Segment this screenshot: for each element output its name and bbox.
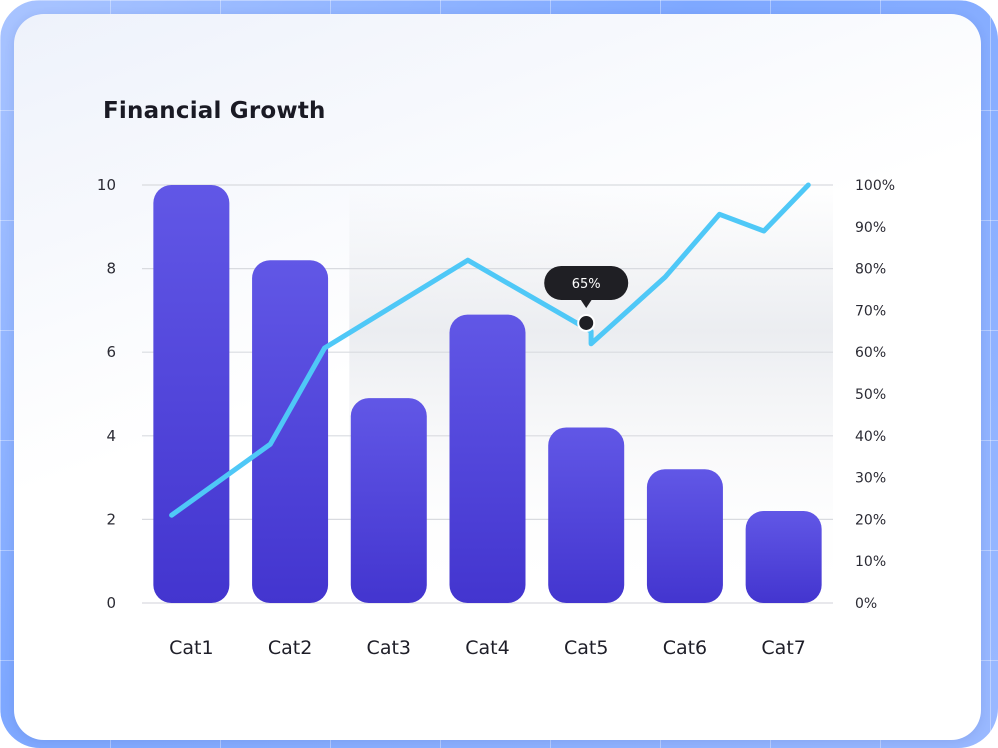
right-tick-label: 30% [855,471,886,487]
left-tick-label: 8 [106,260,116,278]
right-tick-label: 50% [855,387,886,403]
category-label: Cat6 [663,637,707,659]
tooltip-label: 65% [572,277,601,292]
bar [350,398,427,603]
category-label: Cat3 [367,637,411,659]
left-tick-label: 6 [106,343,116,361]
left-tick-label: 0 [106,594,116,612]
category-label: Cat5 [564,637,608,659]
tooltip-pointer [580,298,593,308]
right-tick-label: 70% [855,303,886,319]
bar-series [153,185,822,603]
tooltip-bubble [544,265,629,300]
bar [646,469,723,603]
right-tick-label: 90% [855,220,886,236]
category-label: Cat4 [465,637,509,659]
bar [252,260,329,603]
right-tick-label: 80% [855,262,886,278]
bar [745,511,822,603]
line-series [169,182,811,518]
right-axis: 0% 10% 20% 30% 40% 50% 60% 70% 80% 90% 100% [855,178,895,612]
right-tick-label: 60% [855,345,886,361]
left-axis: 0 2 4 6 8 10 [97,176,116,612]
category-label: Cat2 [268,637,312,659]
line-path [169,182,811,518]
right-tick-label: 0% [855,596,877,612]
right-tick-label: 40% [855,429,886,445]
left-tick-label: 4 [106,427,116,445]
category-label: Cat7 [761,637,805,659]
category-axis: Cat1 Cat2 Cat3 Cat4 Cat5 Cat6 Cat7 [169,637,806,659]
left-tick-label: 2 [106,510,116,528]
right-tick-label: 100% [855,178,895,194]
bar [153,185,230,603]
right-tick-label: 20% [855,512,886,528]
bar [548,427,625,603]
tooltip: 65% [544,265,629,332]
left-tick-label: 10 [97,176,116,194]
right-tick-label: 10% [855,554,886,570]
chart-title: Financial Growth [103,98,326,124]
tooltip-marker [577,313,596,332]
category-label: Cat1 [169,637,213,659]
bar [449,314,526,603]
